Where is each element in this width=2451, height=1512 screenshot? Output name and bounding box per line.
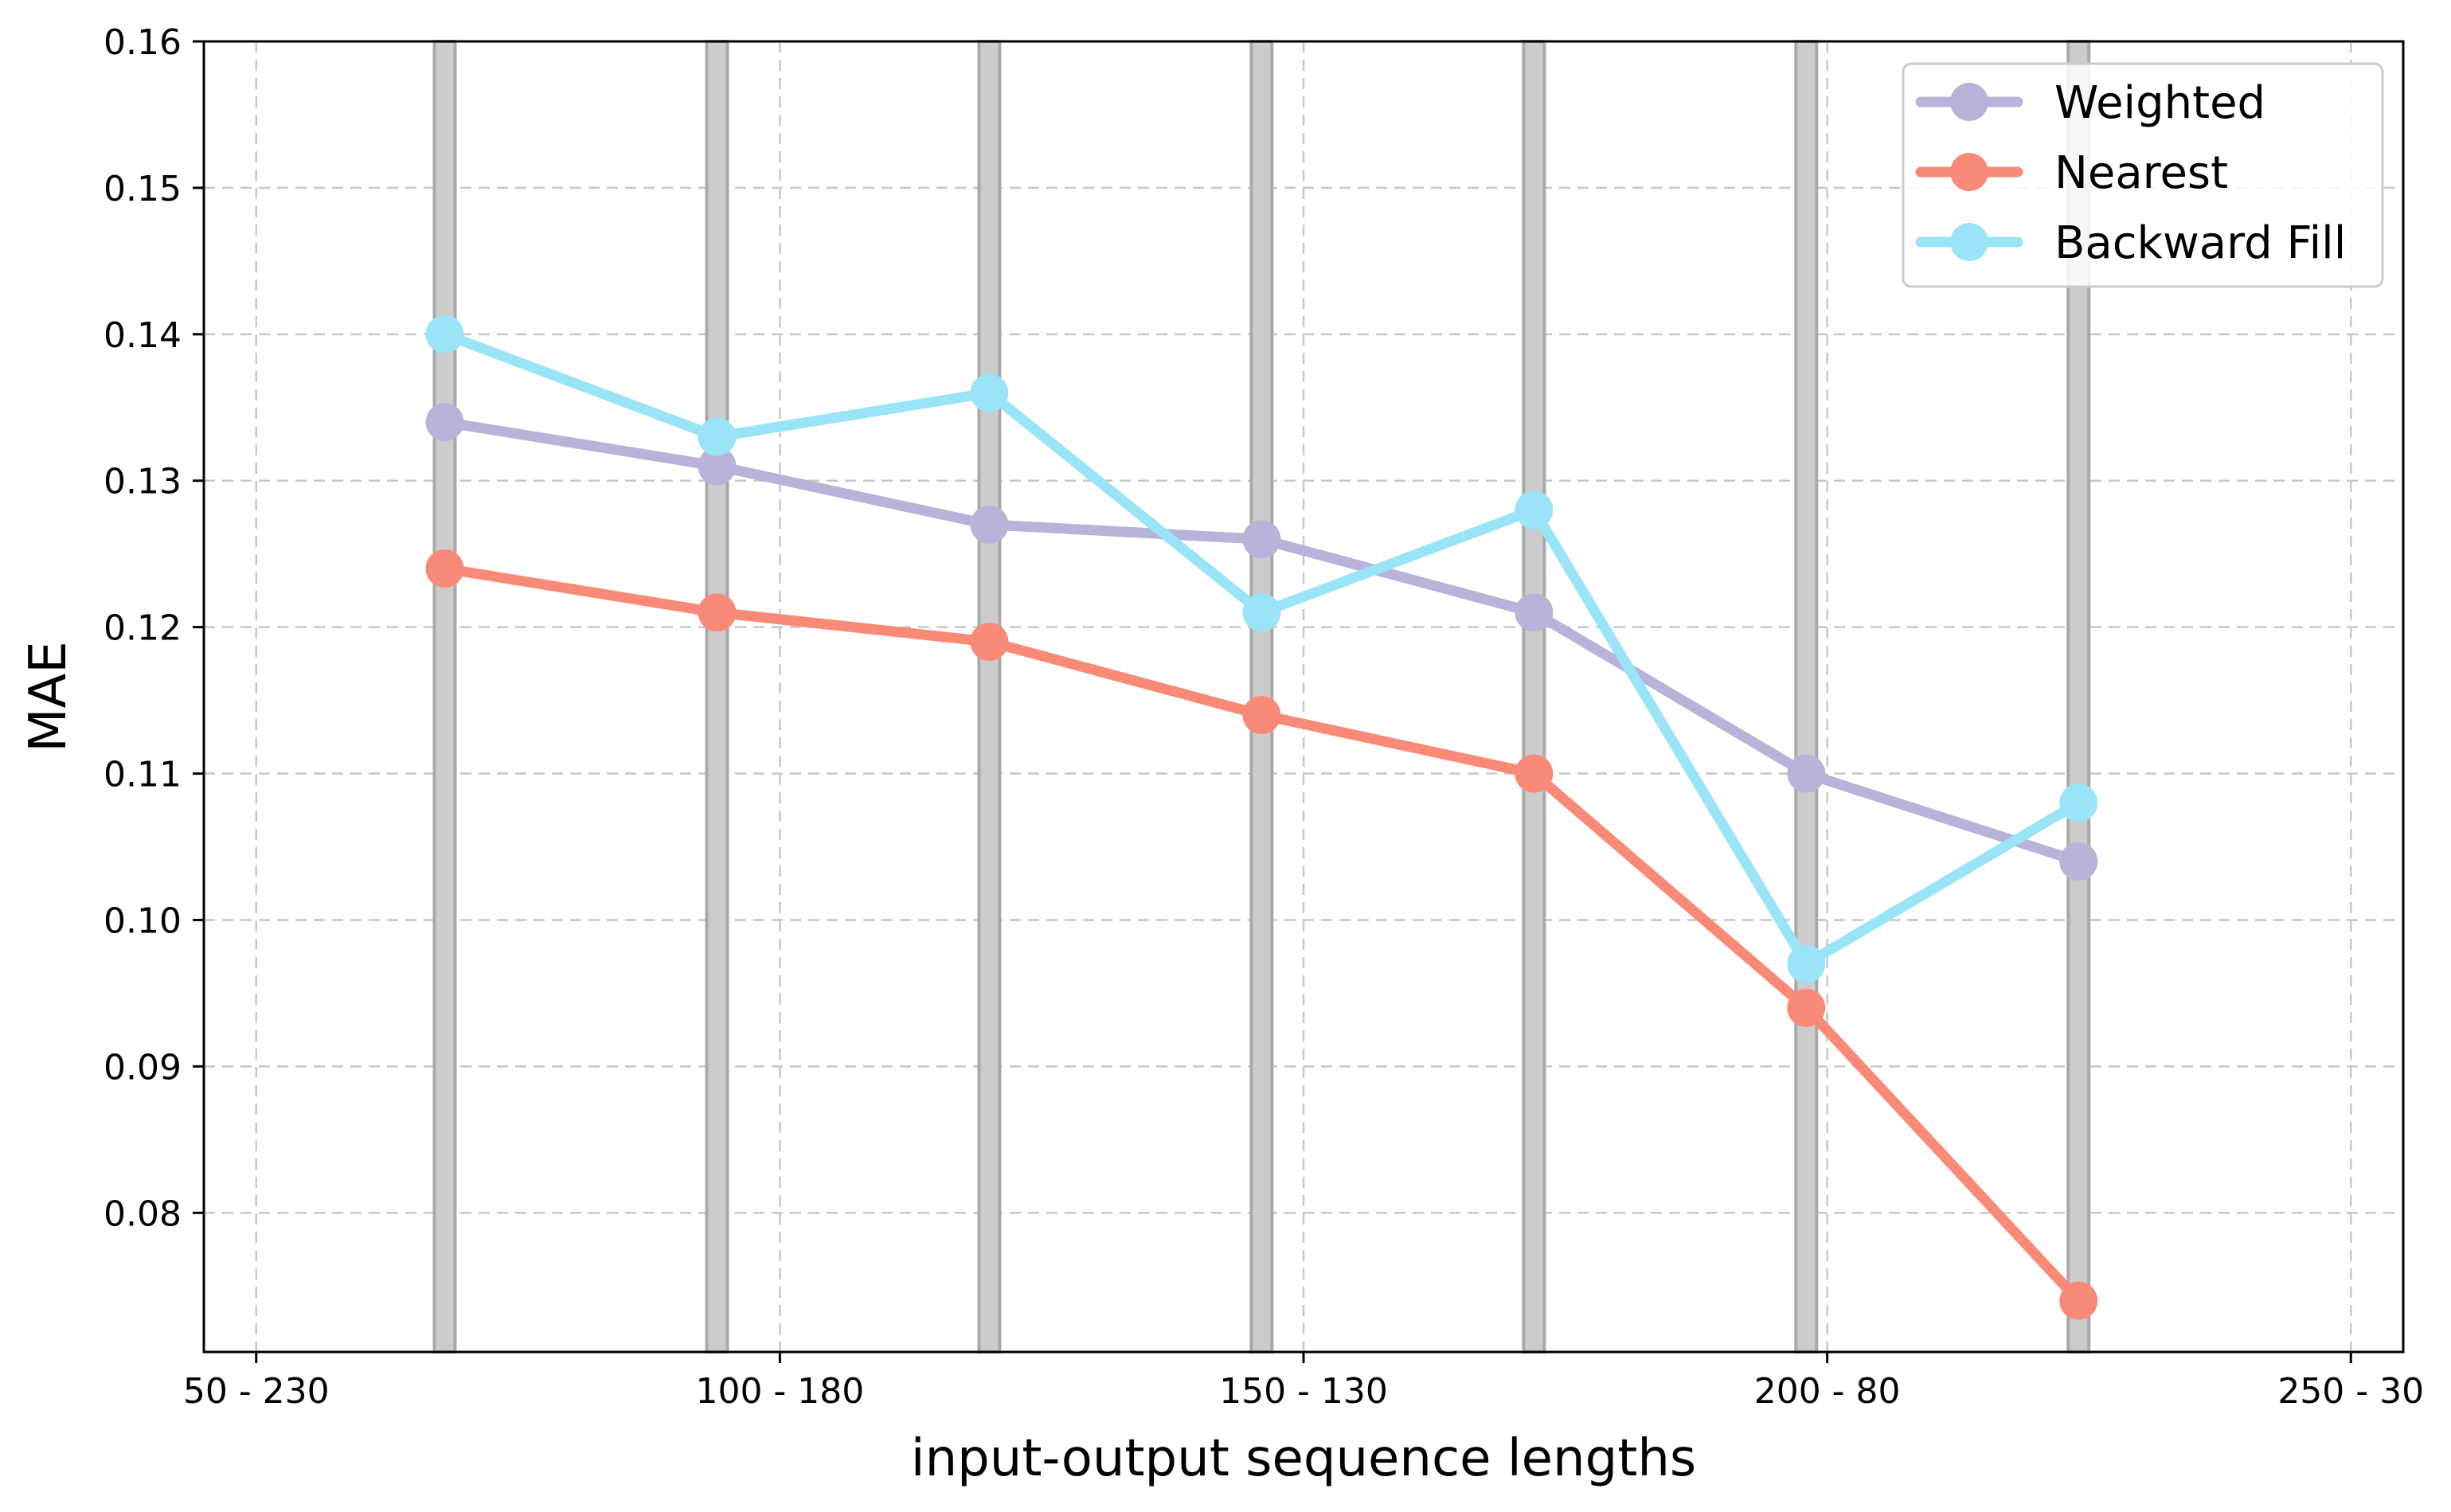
highlight-band-5 <box>1794 40 1819 1354</box>
highlight-band-4 <box>1522 40 1546 1354</box>
y-tick-label-4: 0.12 <box>104 608 182 649</box>
series-2-point-2 <box>970 373 1009 412</box>
series-0-point-0 <box>425 403 464 442</box>
legend-label-1: Nearest <box>2054 147 2228 199</box>
y-axis-label: MAE <box>19 641 78 752</box>
series-0-point-3 <box>1242 520 1281 559</box>
series-1-point-1 <box>698 593 737 632</box>
legend-box <box>1902 62 2384 288</box>
series-2-point-1 <box>698 417 737 456</box>
y-tick-label-5: 0.13 <box>104 462 182 502</box>
legend-label-0: Weighted <box>2054 77 2265 129</box>
series-1-point-5 <box>1787 988 1826 1027</box>
legend-label-2: Backward Fill <box>2054 217 2346 269</box>
y-tick-label-7: 0.15 <box>104 169 182 209</box>
x-tick-label-1: 100 - 180 <box>695 1371 864 1412</box>
legend: Weighted Nearest Backward Fill <box>1902 62 2384 288</box>
x-tick-label-2: 150 - 130 <box>1219 1371 1388 1412</box>
highlight-band-1 <box>705 40 729 1354</box>
y-tick-label-1: 0.09 <box>104 1047 182 1088</box>
series-0-point-4 <box>1515 593 1554 632</box>
y-tick-label-0: 0.08 <box>104 1194 182 1234</box>
legend-marker-0 <box>1950 83 1988 121</box>
y-tick-label-8: 0.16 <box>104 22 182 63</box>
series-1-point-2 <box>970 623 1009 662</box>
series-0-point-1 <box>698 447 737 486</box>
series-1-point-0 <box>425 549 464 588</box>
highlight-band-0 <box>432 40 457 1354</box>
series-0-point-6 <box>2059 842 2098 881</box>
tick-layer: 0.08 0.09 0.10 0.11 0.12 0.13 0.14 0.15 0.16 50 -… <box>104 22 2424 1412</box>
series-2-point-0 <box>425 315 464 354</box>
y-tick-label-2: 0.10 <box>104 901 182 941</box>
y-tick-label-3: 0.11 <box>104 755 182 795</box>
x-tick-label-3: 200 - 80 <box>1754 1371 1901 1412</box>
series-2-point-5 <box>1787 944 1826 983</box>
series-layer <box>425 315 2098 1320</box>
series-0-point-5 <box>1787 754 1826 793</box>
series-2-point-6 <box>2059 783 2098 822</box>
series-1-point-3 <box>1242 695 1281 734</box>
series-2-point-3 <box>1242 593 1281 632</box>
legend-marker-1 <box>1950 153 1988 191</box>
series-1-point-4 <box>1515 754 1554 793</box>
x-axis-label: input-output sequence lengths <box>911 1429 1696 1488</box>
legend-items: Weighted Nearest Backward Fill <box>1915 77 2346 269</box>
series-0-point-2 <box>970 505 1009 544</box>
series-2-point-4 <box>1515 490 1554 529</box>
highlight-band-2 <box>977 40 1002 1354</box>
legend-marker-2 <box>1950 223 1988 261</box>
series-1-point-6 <box>2059 1281 2098 1320</box>
x-tick-label-4: 250 - 30 <box>2277 1371 2424 1412</box>
y-tick-label-6: 0.14 <box>104 315 182 356</box>
x-tick-label-0: 50 - 230 <box>183 1371 330 1412</box>
